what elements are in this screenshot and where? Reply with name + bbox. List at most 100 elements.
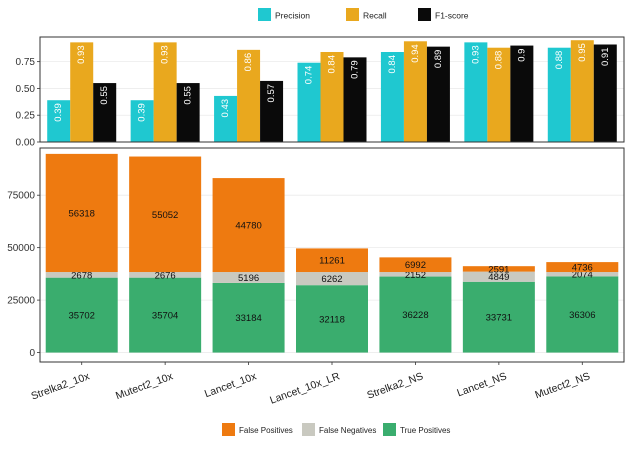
metrics-bar-f1-score-mutect2-10x <box>176 83 200 142</box>
metrics-value-label: 0.93 <box>470 45 481 64</box>
metrics-value-label: 0.88 <box>554 51 565 70</box>
metrics-value-label: 0.39 <box>137 103 148 122</box>
x-tick-label-mutect2-ns: Mutect2_NS <box>533 370 591 401</box>
stack-segment-false-negatives-lancet-10x <box>212 272 285 283</box>
counts-ytick-label: 50000 <box>7 243 35 254</box>
legend-key-false-negatives <box>302 423 315 436</box>
bottom-legend: False Positives False Negatives True Posit… <box>222 423 450 436</box>
metrics-bar-precision-strelka2-ns <box>380 52 404 142</box>
metrics-value-label: 0.94 <box>410 44 421 63</box>
metrics-value-label: 0.57 <box>266 84 277 103</box>
legend-key-true-positives <box>383 423 396 436</box>
stack-segment-false-positives-mutect2-10x <box>129 156 202 273</box>
metrics-value-label: 0.89 <box>433 50 444 68</box>
top-legend: Precision Recall F1-score <box>258 8 469 21</box>
stack-segment-false-positives-strelka2-ns <box>379 257 452 273</box>
metrics-ytick-label: 0.25 <box>16 111 36 122</box>
stack-value-label: 11261 <box>319 256 345 267</box>
metrics-bar-precision-strelka2-10x <box>47 100 71 142</box>
metrics-bar-recall-mutect2-10x <box>153 42 177 142</box>
metrics-value-label: 0.43 <box>220 99 231 118</box>
legend-label-false-positives: False Positives <box>239 426 293 435</box>
metrics-value-label: 0.55 <box>99 86 110 105</box>
metrics-bar-precision-lancet-ns <box>464 42 488 142</box>
stack-value-label: 44780 <box>235 221 261 232</box>
metrics-panel-border <box>39 36 625 143</box>
counts-ytick-label: 75000 <box>7 191 35 202</box>
metrics-bar-f1-score-strelka2-10x <box>93 83 117 142</box>
metrics-value-label: 0.55 <box>183 86 194 105</box>
stack-segment-false-positives-lancet-ns <box>462 266 535 272</box>
stack-value-label: 6262 <box>321 274 342 285</box>
metrics-ytick-label: 0.75 <box>16 57 36 68</box>
stack-value-label: 2678 <box>71 270 92 281</box>
stack-value-label: 56318 <box>69 208 95 219</box>
metrics-panel: 0.00 0.25 0.50 0.75 0.39 0.39 0.43 0.74 0.84 0.93… <box>16 36 625 149</box>
x-axis: Strelka2_10x Mutect2_10x Lancet_10x Lancet_… <box>29 362 592 407</box>
metrics-value-label: 0.74 <box>304 66 315 85</box>
legend-label-false-negatives: False Negatives <box>319 426 376 435</box>
stack-value-label: 36228 <box>402 310 428 321</box>
stack-segment-true-positives-lancet-10x-lr <box>296 285 368 353</box>
metrics-value-label: 0.88 <box>493 51 504 70</box>
metrics-bar-precision-mutect2-10x <box>130 100 154 142</box>
stack-segment-false-negatives-mutect2-10x <box>129 272 202 278</box>
stack-segment-false-positives-mutect2-ns <box>546 262 619 273</box>
metrics-bar-f1-score-lancet-ns <box>510 45 534 143</box>
stack-segment-true-positives-strelka2-10x <box>45 277 118 353</box>
stack-value-label: 5196 <box>238 273 259 284</box>
legend-key-f1-score <box>418 8 431 21</box>
counts-panel: 0 25000 50000 75000 35702 2678 56318 35704 2676 5… <box>7 147 625 363</box>
stack-segment-false-positives-lancet-10x <box>212 178 285 273</box>
stack-value-label: 55052 <box>152 210 178 221</box>
x-tick-label-lancet-ns: Lancet_NS <box>455 370 508 399</box>
metrics-value-label: 0.39 <box>53 103 64 122</box>
stack-value-label: 4736 <box>572 263 593 274</box>
metrics-bar-precision-mutect2-ns <box>547 47 571 142</box>
metrics-bar-recall-strelka2-ns <box>403 41 427 142</box>
metrics-bar-f1-score-mutect2-ns <box>593 44 617 142</box>
stack-value-label: 32118 <box>319 314 345 325</box>
metrics-ytick-label: 0.00 <box>16 138 36 149</box>
stack-value-label: 4849 <box>488 272 509 283</box>
metrics-bar-f1-score-strelka2-ns <box>426 46 450 143</box>
x-tick-label-lancet-10x: Lancet_10x <box>203 370 259 400</box>
stack-value-label: 33184 <box>235 313 261 324</box>
stack-segment-false-positives-strelka2-10x <box>45 153 118 273</box>
metrics-bar-recall-lancet-10x <box>237 49 261 142</box>
stack-value-label: 2152 <box>405 270 426 281</box>
x-tick-label-mutect2-10x: Mutect2_10x <box>114 370 175 402</box>
metrics-value-label: 0.95 <box>577 43 588 62</box>
stack-segment-false-negatives-strelka2-10x <box>45 272 118 278</box>
legend-key-false-positives <box>222 423 235 436</box>
metrics-value-label: 0.84 <box>327 55 338 74</box>
metrics-bar-precision-lancet-10x <box>214 95 238 142</box>
metrics-bar-recall-strelka2-10x <box>70 42 94 142</box>
legend-key-recall <box>346 8 359 21</box>
legend-label-precision: Precision <box>275 11 310 21</box>
stack-value-label: 2074 <box>572 270 593 281</box>
counts-ytick-label: 0 <box>29 348 35 359</box>
metrics-bar-recall-mutect2-ns <box>570 40 594 142</box>
x-tick-label-lancet-10x-lr: Lancet_10x_LR <box>268 370 342 407</box>
metrics-value-label: 0.79 <box>350 60 361 79</box>
stack-segment-false-negatives-lancet-10x-lr <box>296 272 368 286</box>
stack-segment-false-positives-lancet-10x-lr <box>296 248 368 273</box>
x-tick-label-strelka2-ns: Strelka2_NS <box>365 370 425 401</box>
metrics-value-label: 0.86 <box>243 53 254 72</box>
metrics-value-label: 0.93 <box>76 45 87 64</box>
stack-segment-false-negatives-strelka2-ns <box>379 272 452 277</box>
metrics-value-label: 0.9 <box>516 49 527 62</box>
stack-segment-true-positives-mutect2-ns <box>546 276 619 353</box>
legend-label-f1-score: F1-score <box>435 11 469 21</box>
metrics-bar-recall-lancet-10x-lr <box>320 52 344 142</box>
metrics-bar-f1-score-lancet-10x-lr <box>343 57 367 142</box>
counts-ytick-label: 25000 <box>7 296 35 307</box>
stack-value-label: 35702 <box>69 311 95 322</box>
stack-segment-true-positives-lancet-ns <box>462 281 535 353</box>
stack-segment-false-negatives-mutect2-ns <box>546 272 619 277</box>
stack-value-label: 36306 <box>569 310 595 321</box>
stack-segment-false-negatives-lancet-ns <box>462 271 535 282</box>
metrics-value-label: 0.93 <box>160 45 171 64</box>
